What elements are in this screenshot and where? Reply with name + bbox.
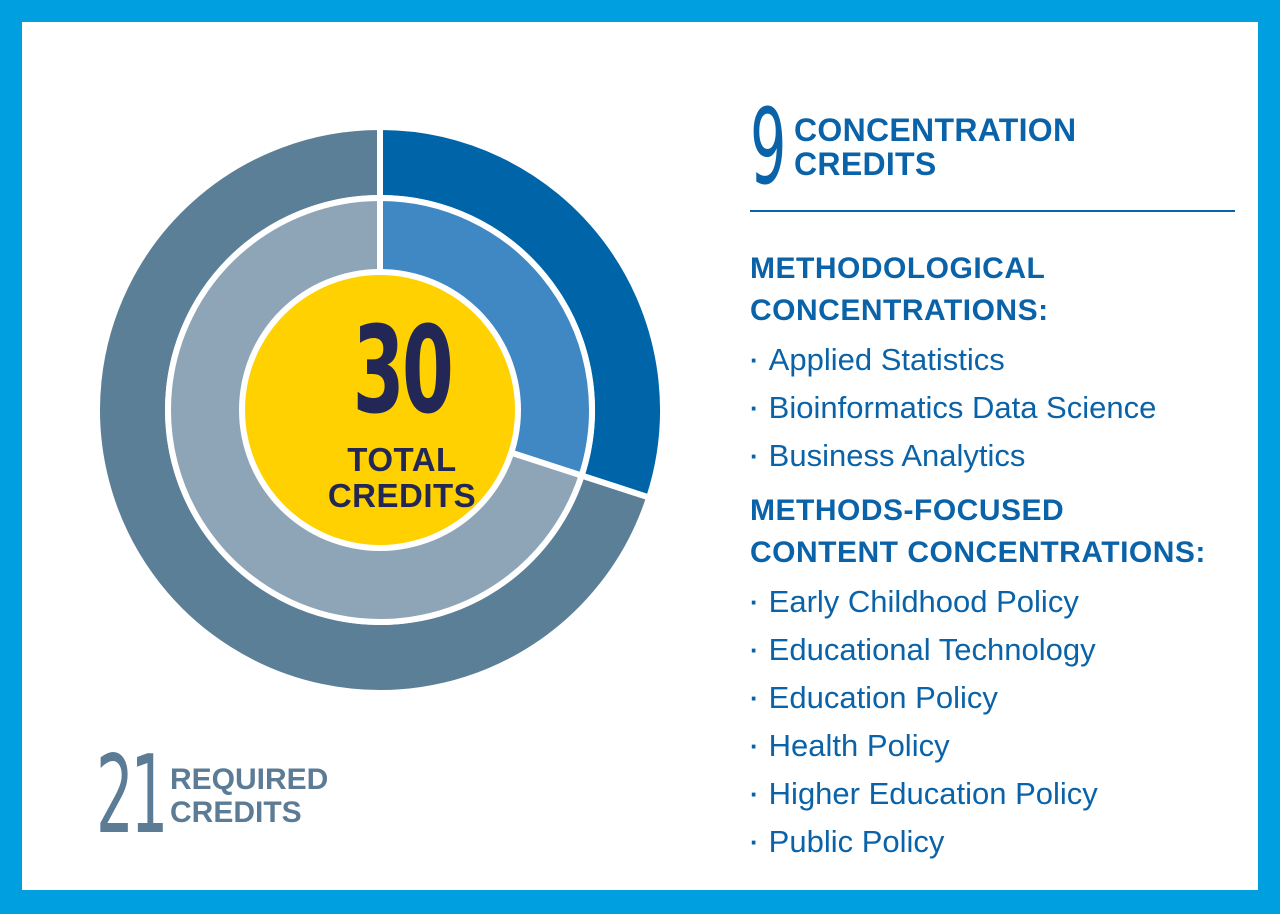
total-credits-number: 30: [352, 302, 454, 441]
list-item: · Health Policy: [750, 722, 1250, 770]
bullet-icon: ·: [750, 393, 759, 423]
concentrations-panel: 9 CONCENTRATION CREDITS METHODOLOGICAL C…: [750, 92, 1250, 876]
list-item-label: Business Analytics: [768, 438, 1026, 473]
bullet-icon: ·: [750, 779, 759, 809]
methodological-title-line1: METHODOLOGICAL: [750, 252, 1046, 285]
content-title-line2: CONTENT CONCENTRATIONS:: [750, 536, 1206, 569]
concentration-credits-line2: CREDITS: [794, 146, 937, 182]
bullet-icon: ·: [750, 827, 759, 857]
concentration-credits-line1: CONCENTRATION: [794, 112, 1077, 148]
infographic-card: 30 TOTAL CREDITS 21 REQUIRED CREDITS 9 C…: [22, 22, 1258, 890]
bullet-icon: ·: [750, 731, 759, 761]
concentration-credits-number: 9: [750, 86, 787, 208]
list-item-label: Public Policy: [768, 824, 945, 859]
credits-donut-chart: [94, 123, 666, 696]
total-credits-line1: TOTAL: [347, 441, 457, 478]
required-credits-number: 21: [96, 733, 168, 858]
content-title-line1: METHODS-FOCUSED: [750, 494, 1065, 527]
methodological-list: · Applied Statistics · Bioinformatics Data…: [750, 336, 1250, 480]
list-item-label: Applied Statistics: [768, 342, 1005, 377]
list-item-label: Early Childhood Policy: [768, 584, 1079, 619]
list-item-label: Health Policy: [768, 728, 950, 763]
bullet-icon: ·: [750, 635, 759, 665]
list-item-label: Education Policy: [768, 680, 998, 715]
list-item: · Bioinformatics Data Science: [750, 384, 1250, 432]
methodological-title-line2: CONCENTRATIONS:: [750, 294, 1049, 327]
list-item: · Higher Education Policy: [750, 770, 1250, 818]
list-item: · Educational Technology: [750, 626, 1250, 674]
list-item: · Education Policy: [750, 674, 1250, 722]
list-item: · Early Childhood Policy: [750, 578, 1250, 626]
list-item: · Public Policy: [750, 818, 1250, 866]
list-item: · Business Analytics: [750, 432, 1250, 480]
bullet-icon: ·: [750, 587, 759, 617]
required-credits-line1: REQUIRED: [170, 763, 329, 796]
list-item: · Applied Statistics: [750, 336, 1250, 384]
bullet-icon: ·: [750, 683, 759, 713]
required-credits-line2: CREDITS: [170, 796, 302, 829]
concentration-credits-header: 9 CONCENTRATION CREDITS: [750, 92, 1250, 202]
bullet-icon: ·: [750, 345, 759, 375]
center-circle: [245, 275, 515, 545]
list-item-label: Higher Education Policy: [768, 776, 1098, 811]
divider-rule: [750, 210, 1235, 212]
list-item-label: Educational Technology: [768, 632, 1096, 667]
content-list: · Early Childhood Policy · Educational Tec…: [750, 578, 1250, 866]
total-credits-label: 30 TOTAL CREDITS: [292, 312, 512, 514]
total-credits-line2: CREDITS: [327, 477, 477, 514]
bullet-icon: ·: [750, 441, 759, 471]
list-item-label: Bioinformatics Data Science: [768, 390, 1157, 425]
required-credits-label: 21 REQUIRED CREDITS: [96, 742, 328, 850]
